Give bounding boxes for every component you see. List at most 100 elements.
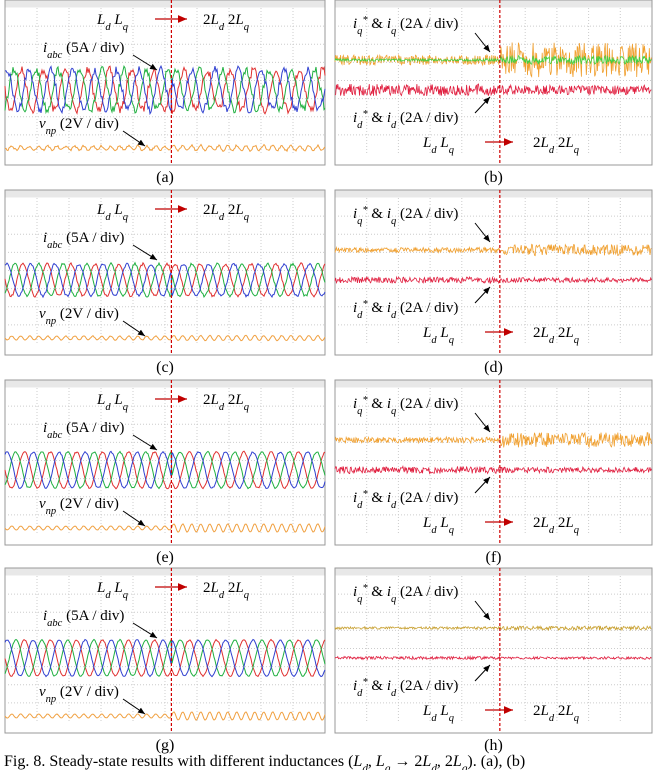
text-part: q: [244, 212, 249, 223]
text-part: q: [357, 216, 362, 227]
text-part: d: [357, 500, 363, 511]
text-part: L: [422, 515, 431, 531]
panel-titlebar: [336, 381, 652, 388]
text-part: L: [210, 202, 219, 218]
text-part: L: [540, 515, 549, 531]
text-part: q: [449, 525, 454, 536]
text-part: L: [234, 12, 243, 28]
scope-panel: Ld Lq2Ld 2Lqiabc (5A / div)vnp (2V / div…: [5, 0, 325, 165]
text-part: L: [452, 753, 462, 770]
text-part: L: [439, 515, 448, 531]
text-part: 2: [224, 202, 235, 218]
text-part: L: [352, 753, 362, 770]
text-part: (2A / div): [396, 206, 458, 222]
panel-label: (f): [486, 549, 502, 566]
text-part: np: [46, 126, 57, 137]
text-part: (2A / div): [396, 584, 458, 600]
text-part: q: [357, 594, 362, 605]
text-part: L: [540, 703, 549, 719]
text-part: (2A / div): [396, 300, 458, 316]
text-part: 2: [533, 515, 541, 531]
text-part: (2A / div): [396, 110, 458, 126]
text-part: 2: [554, 135, 565, 151]
text-part: abc: [47, 618, 63, 629]
text-part: L: [421, 753, 431, 770]
text-part: d: [357, 310, 363, 321]
text-part: q: [244, 402, 249, 413]
text-part: L: [210, 12, 219, 28]
text-part: L: [422, 703, 431, 719]
text-part: L: [540, 325, 549, 341]
text-part: np: [46, 694, 57, 705]
caption: Fig. 8. Steady-state results with differ…: [4, 753, 525, 770]
text-part: q: [244, 22, 249, 33]
text-part: L: [439, 325, 448, 341]
text-part: → 2: [390, 753, 422, 770]
text-part: 2: [224, 580, 235, 596]
panel-label: (h): [484, 737, 503, 754]
panel-label: (b): [484, 169, 503, 186]
text-part: L: [96, 580, 105, 596]
text-part: &: [368, 396, 387, 412]
text-part: (2V / div): [56, 306, 119, 322]
text-part: &: [368, 110, 387, 126]
text-part: L: [96, 202, 105, 218]
text-part: &: [368, 490, 387, 506]
text-part: L: [210, 392, 219, 408]
text-part: L: [96, 12, 105, 28]
text-part: L: [96, 392, 105, 408]
text-part: L: [113, 12, 122, 28]
panel-titlebar: [6, 191, 325, 198]
text-part: q: [574, 145, 579, 156]
text-part: L: [234, 580, 243, 596]
text-part: np: [46, 506, 57, 517]
text-part: L: [422, 135, 431, 151]
text-part: abc: [47, 430, 63, 441]
text-part: L: [210, 580, 219, 596]
text-part: (2V / div): [56, 496, 119, 512]
text-part: abc: [47, 240, 63, 251]
text-part: q: [574, 525, 579, 536]
text-part: &: [368, 678, 387, 694]
text-part: q: [574, 335, 579, 346]
panel-label: (a): [156, 169, 174, 186]
text-part: 2: [554, 325, 565, 341]
text-part: L: [564, 325, 573, 341]
text-part: L: [439, 135, 448, 151]
text-part: L: [113, 580, 122, 596]
text-part: q: [123, 22, 128, 33]
text-part: ). (a), (b): [467, 753, 525, 770]
text-part: q: [357, 406, 362, 417]
panel-titlebar: [6, 381, 325, 388]
text-part: d: [357, 688, 363, 699]
text-part: abc: [47, 50, 63, 61]
text-part: L: [564, 135, 573, 151]
scope-panel: iq* & iq (2A / div)id* & id (2A / div)Ld…: [335, 568, 652, 733]
text-part: 2: [533, 703, 541, 719]
panel-label: (c): [156, 359, 174, 376]
text-part: , 2: [437, 753, 453, 770]
text-part: q: [449, 713, 454, 724]
text-part: &: [368, 206, 387, 222]
text-part: 2: [203, 202, 211, 218]
text-part: L: [564, 703, 573, 719]
text-part: L: [422, 325, 431, 341]
text-part: q: [123, 402, 128, 413]
text-part: ,: [368, 753, 376, 770]
panel-titlebar: [336, 1, 652, 8]
text-part: &: [368, 300, 387, 316]
text-part: np: [46, 316, 57, 327]
panel-label: (g): [156, 737, 175, 754]
text-part: L: [234, 202, 243, 218]
text-part: L: [564, 515, 573, 531]
text-part: &: [368, 16, 387, 32]
text-part: q: [449, 335, 454, 346]
text-part: q: [357, 26, 362, 37]
scope-panel: iq* & iq (2A / div)id* & id (2A / div)Ld…: [335, 0, 652, 165]
text-part: (5A / div): [62, 40, 124, 56]
text-part: q: [244, 590, 249, 601]
text-part: 2: [224, 392, 235, 408]
text-part: L: [113, 202, 122, 218]
